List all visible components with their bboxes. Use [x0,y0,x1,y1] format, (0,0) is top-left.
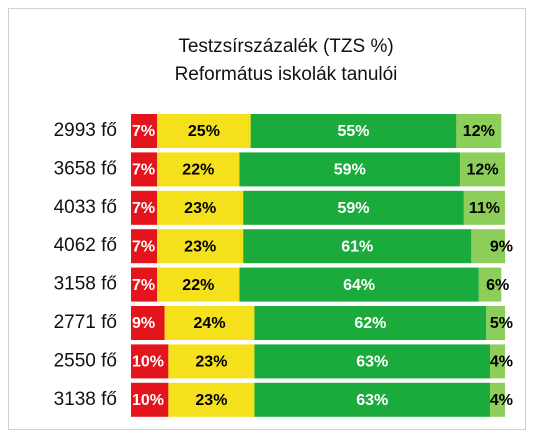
value-label: 7% [132,277,155,294]
bar-segment [164,306,255,340]
value-label: 63% [356,392,388,409]
bar-segment [157,267,240,302]
bar-segment [131,229,158,264]
value-label: 7% [132,123,155,140]
bar-segment [490,382,505,417]
bar-segment [131,190,158,225]
bar-segment [254,306,487,340]
bar-segment [239,267,479,302]
value-label: 59% [338,200,370,217]
bar-segment [471,229,505,264]
bar-segment [168,344,255,379]
value-label: 23% [184,238,216,255]
value-label: 9% [132,315,155,332]
bar-segment [456,114,502,148]
value-label: 22% [182,277,214,294]
value-label: 59% [334,162,366,179]
value-label: 4% [490,354,513,371]
value-label: 11% [469,200,500,217]
value-label: 12% [467,162,499,179]
value-label: 25% [188,123,220,140]
category-label: 2550 fő [54,350,117,371]
bar-segment [243,190,464,225]
value-label: 7% [132,200,155,217]
bar-segment [250,114,457,148]
category-label: 2993 fő [54,120,117,141]
value-label: 63% [356,354,388,371]
bar-segment [157,152,240,187]
value-label: 55% [338,123,370,140]
category-label: 2771 fő [54,312,117,333]
value-label: 23% [195,392,227,409]
bar-segment [478,267,502,302]
value-label: 24% [194,315,226,332]
bar-segment [157,190,244,225]
value-label: 61% [341,238,373,255]
category-label: 4062 fő [54,235,117,256]
bar-segment [239,152,461,187]
bar-segment [168,382,255,417]
chart-subtitle: Református iskolák tanulói [175,64,398,85]
bar-segment [131,344,169,379]
bar-segment [254,344,491,379]
value-label: 4% [490,392,513,409]
value-label: 64% [343,277,375,294]
value-label: 12% [463,123,495,140]
value-label: 62% [354,315,386,332]
category-label: 3138 fő [54,389,117,410]
bar-segment [131,382,169,417]
bar-segment [486,306,505,340]
bar-segment [490,344,505,379]
bar-segment [463,190,505,225]
bar-segment [243,229,472,264]
bar-segment [157,114,251,148]
category-label: 3158 fő [54,274,117,295]
category-label: 3658 fő [54,158,117,179]
value-label: 9% [490,238,513,255]
value-label: 5% [490,315,513,332]
bar-segment [460,152,505,187]
value-label: 6% [486,277,509,294]
bar-segment [254,382,491,417]
value-label: 23% [195,354,227,371]
value-label: 23% [184,200,216,217]
chart-title: Testzsírszázalék (TZS %) [178,36,393,57]
value-label: 22% [182,162,214,179]
value-label: 7% [132,162,155,179]
bar-segment [131,267,158,302]
bar-segment [157,229,244,264]
value-label: 10% [132,354,164,371]
value-label: 10% [132,392,164,409]
category-label: 4033 fő [54,197,117,218]
bar-segment [131,152,158,187]
bar-segment [131,306,165,340]
bar-segment [131,114,158,148]
value-label: 7% [132,238,155,255]
